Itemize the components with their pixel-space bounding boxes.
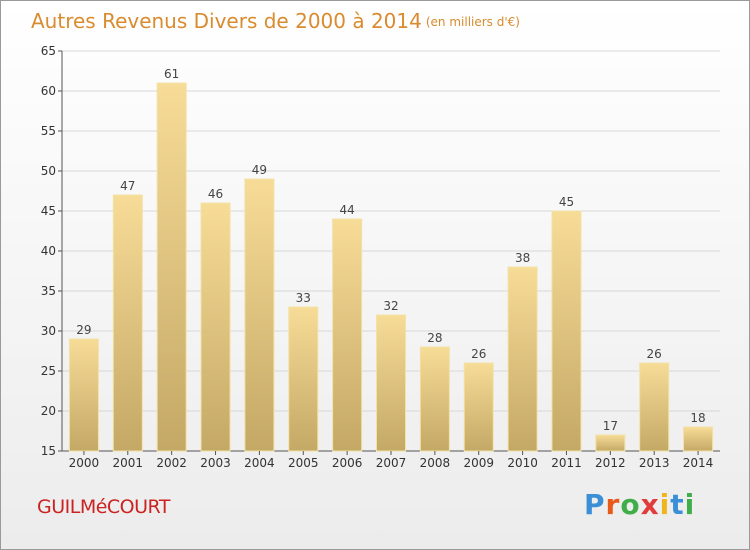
- data-label: 32: [383, 299, 398, 313]
- data-label: 17: [603, 419, 618, 433]
- bar: [200, 202, 231, 452]
- y-tick-label: 50: [41, 164, 56, 178]
- y-tick-label: 40: [41, 244, 56, 258]
- logo-letter: t: [670, 488, 685, 521]
- x-tick-label: 2013: [639, 456, 670, 470]
- x-tick-label: 2014: [683, 456, 714, 470]
- x-tick-label: 2002: [156, 456, 187, 470]
- y-tick-labels: 15 20 25 30 35 40 45 50 55 60 65: [41, 44, 56, 458]
- bars: [68, 82, 714, 452]
- logo-letter: i: [684, 488, 696, 521]
- y-tick-label: 55: [41, 124, 56, 138]
- x-tick-label: 2006: [332, 456, 363, 470]
- town-name: GUILMéCOURT: [37, 496, 170, 518]
- y-tick-label: 30: [41, 324, 56, 338]
- data-label: 28: [427, 331, 442, 345]
- x-tick-label: 2004: [244, 456, 275, 470]
- x-tick-label: 2009: [463, 456, 494, 470]
- data-label: 61: [164, 67, 179, 81]
- data-label: 18: [690, 411, 705, 425]
- bar: [68, 338, 99, 452]
- data-label: 47: [120, 179, 135, 193]
- logo-letter: i: [659, 488, 671, 521]
- bar: [683, 426, 714, 452]
- bar: [332, 218, 363, 452]
- data-label: 26: [471, 347, 486, 361]
- data-label: 44: [339, 203, 354, 217]
- chart-unit: (en milliers d'€): [425, 15, 520, 29]
- logo-letter: r: [605, 488, 621, 521]
- data-label: 26: [647, 347, 662, 361]
- y-tick-label: 45: [41, 204, 56, 218]
- x-tick-label: 2000: [69, 456, 100, 470]
- x-tick-label: 2005: [288, 456, 319, 470]
- y-tick-label: 60: [41, 84, 56, 98]
- x-tick-label: 2011: [551, 456, 582, 470]
- x-tick-label: 2008: [420, 456, 451, 470]
- data-label: 46: [208, 187, 223, 201]
- logo-letter: o: [620, 488, 641, 521]
- data-label: 38: [515, 251, 530, 265]
- x-tick-label: 2012: [595, 456, 626, 470]
- bar: [551, 210, 582, 452]
- y-tick-label: 65: [41, 44, 56, 58]
- bar: [376, 314, 406, 452]
- logo-letter: P: [584, 488, 606, 521]
- bar: [595, 434, 626, 452]
- x-tick-label: 2003: [200, 456, 231, 470]
- bar: [156, 82, 187, 452]
- data-label: 49: [252, 163, 267, 177]
- bar: [112, 194, 143, 452]
- bar: [419, 346, 450, 452]
- bar: [463, 362, 494, 452]
- bar: [288, 306, 319, 452]
- logo-letter: x: [640, 488, 660, 521]
- chart-title: Autres Revenus Divers de 2000 à 2014 (en …: [31, 9, 520, 33]
- data-label: 29: [76, 323, 91, 337]
- bar: [244, 178, 275, 452]
- data-labels: 29 47 61 46 49 33 44 32 28 26 38 45 17 26 18: [76, 67, 705, 433]
- chart-title-text: Autres Revenus Divers de 2000 à 2014: [31, 9, 422, 33]
- x-tick-labels: 2000 2001 2002 2003 2004 2005 2006 2007 2008 2009…: [69, 451, 714, 470]
- y-tick-label: 20: [41, 404, 56, 418]
- x-tick-label: 2001: [113, 456, 144, 470]
- data-label: 33: [296, 291, 311, 305]
- y-tick-label: 25: [41, 364, 56, 378]
- bar: [507, 266, 538, 452]
- x-tick-label: 2010: [507, 456, 538, 470]
- proxiti-logo: Proxiti: [584, 488, 695, 521]
- bar: [639, 362, 670, 452]
- data-label: 45: [559, 195, 574, 209]
- y-tick-label: 15: [41, 444, 56, 458]
- y-tick-label: 35: [41, 284, 56, 298]
- x-tick-label: 2007: [376, 456, 407, 470]
